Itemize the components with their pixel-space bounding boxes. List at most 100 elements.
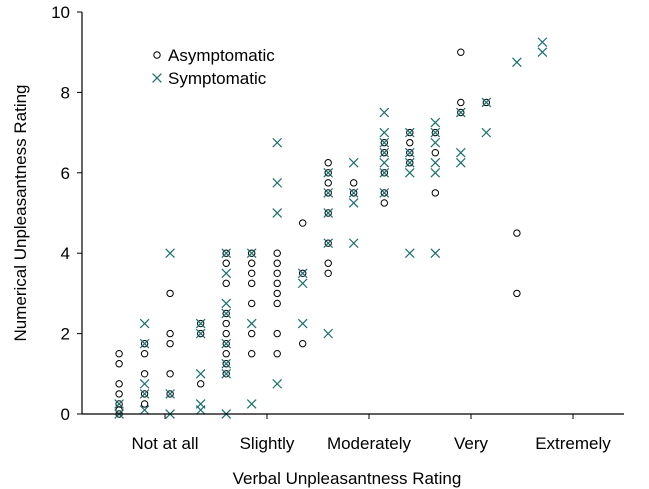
asymptomatic-point (431, 189, 439, 197)
symptomatic-point (430, 127, 441, 138)
asymptomatic-point (457, 48, 465, 56)
symptomatic-point (404, 147, 415, 158)
symptomatic-point (139, 338, 150, 349)
symptomatic-point (139, 405, 150, 415)
asymptomatic-point (166, 329, 174, 338)
symptomatic-point (195, 318, 206, 329)
symptomatic-point (272, 208, 283, 218)
asymptomatic-point (324, 269, 332, 277)
symptomatic-point (430, 117, 441, 128)
asymptomatic-point (197, 319, 205, 328)
symptomatic-point (221, 358, 232, 369)
symptomatic-point (348, 198, 359, 208)
asymptomatic-point (273, 299, 281, 308)
asymptomatic-point (380, 189, 388, 197)
asymptomatic-point (115, 390, 123, 398)
asymptomatic-point (222, 249, 230, 257)
asymptomatic-point (324, 239, 332, 247)
symptomatic-point (246, 399, 257, 409)
symptomatic-point (323, 167, 334, 178)
asymptomatic-point (406, 149, 414, 157)
y-axis-title: Numerical Unpleasantness Rating (11, 84, 30, 341)
symptomatic-point (221, 368, 232, 379)
legend-label-asymptomatic: Asymptomatic (168, 46, 275, 65)
symptomatic-point (139, 389, 150, 399)
asymptomatic-point (273, 249, 281, 257)
asymptomatic-point (324, 179, 332, 187)
asymptomatic-point (222, 339, 230, 348)
asymptomatic-point (222, 259, 230, 267)
asymptomatic-point (324, 259, 332, 267)
asymptomatic-point (273, 269, 281, 277)
symptomatic-point (379, 137, 390, 148)
asymptomatic-point (222, 329, 230, 338)
asymptomatic-point (115, 400, 123, 408)
axes (81, 12, 624, 415)
asymptomatic-point (140, 350, 149, 358)
legend: Asymptomatic Symptomatic (152, 46, 275, 88)
asymptomatic-point (457, 98, 465, 107)
asymptomatic-point (273, 259, 281, 267)
asymptomatic-point (248, 350, 256, 358)
y-tick-label: 8 (61, 83, 70, 102)
symptomatic-point (537, 47, 548, 58)
symptomatic-point (379, 127, 390, 138)
symptomatic-point (323, 208, 334, 218)
asymptomatic-point (222, 370, 230, 378)
asymptomatic-point (350, 179, 358, 187)
symptomatic-point (323, 238, 334, 248)
symptomatic-point (272, 379, 283, 389)
symptomatic-point (481, 97, 492, 108)
symptomatic-point (455, 107, 466, 118)
asymptomatic-point (222, 319, 230, 328)
symptomatic-point (348, 238, 359, 248)
asymptomatic-point (324, 169, 332, 177)
symptomatic-point (404, 157, 415, 168)
asymptomatic-point (166, 289, 174, 298)
symptomatic-point (404, 248, 415, 259)
symptomatic-point (195, 368, 206, 379)
x-tick-label: Slightly (240, 434, 295, 453)
asymptomatic-point (248, 329, 256, 338)
symptomatic-point (139, 379, 150, 389)
asymptomatic-point (248, 249, 256, 257)
symptomatic-point (323, 188, 334, 198)
asymptomatic-point (513, 289, 521, 298)
asymptomatic-point (248, 299, 256, 308)
asymptomatic-point (115, 360, 123, 368)
asymptomatic-point (222, 350, 230, 358)
asymptomatic-point (115, 380, 123, 388)
symptomatic-point (404, 167, 415, 178)
asymptomatic-point (324, 209, 332, 217)
symptomatic-point (165, 389, 175, 399)
asymptomatic-point (140, 370, 149, 378)
x-tick-label: Very (454, 434, 489, 453)
asymptomatic-point (140, 400, 149, 408)
y-tick-label: 10 (51, 3, 70, 22)
asymptomatic-point (273, 279, 281, 288)
asymptomatic-point (273, 289, 281, 298)
asymptomatic-point (380, 169, 388, 177)
symptomatic-point (272, 178, 283, 188)
symptomatic-point (114, 399, 124, 409)
asymptomatic-point (222, 360, 230, 368)
asymptomatic-point (140, 390, 149, 398)
asymptomatic-point (431, 149, 439, 157)
y-tick-label: 0 (61, 405, 70, 424)
asymptomatic-point (482, 98, 490, 107)
symptomatic-point (165, 248, 175, 259)
symptomatic-point (195, 328, 206, 339)
asymptomatic-point (166, 390, 174, 398)
symptomatic-point (246, 248, 257, 259)
asymptomatic-point (324, 159, 332, 167)
symptomatic-point (404, 127, 415, 138)
symptomatic-point (481, 127, 492, 138)
symptomatic-point (221, 298, 232, 309)
x-tick-label: Not at all (131, 434, 198, 453)
asymptomatic-point (406, 138, 414, 147)
symptomatic-point (272, 137, 283, 148)
symptomatic-point (348, 157, 359, 168)
asymptomatic-point (140, 339, 149, 348)
asymptomatic-point (248, 279, 256, 288)
